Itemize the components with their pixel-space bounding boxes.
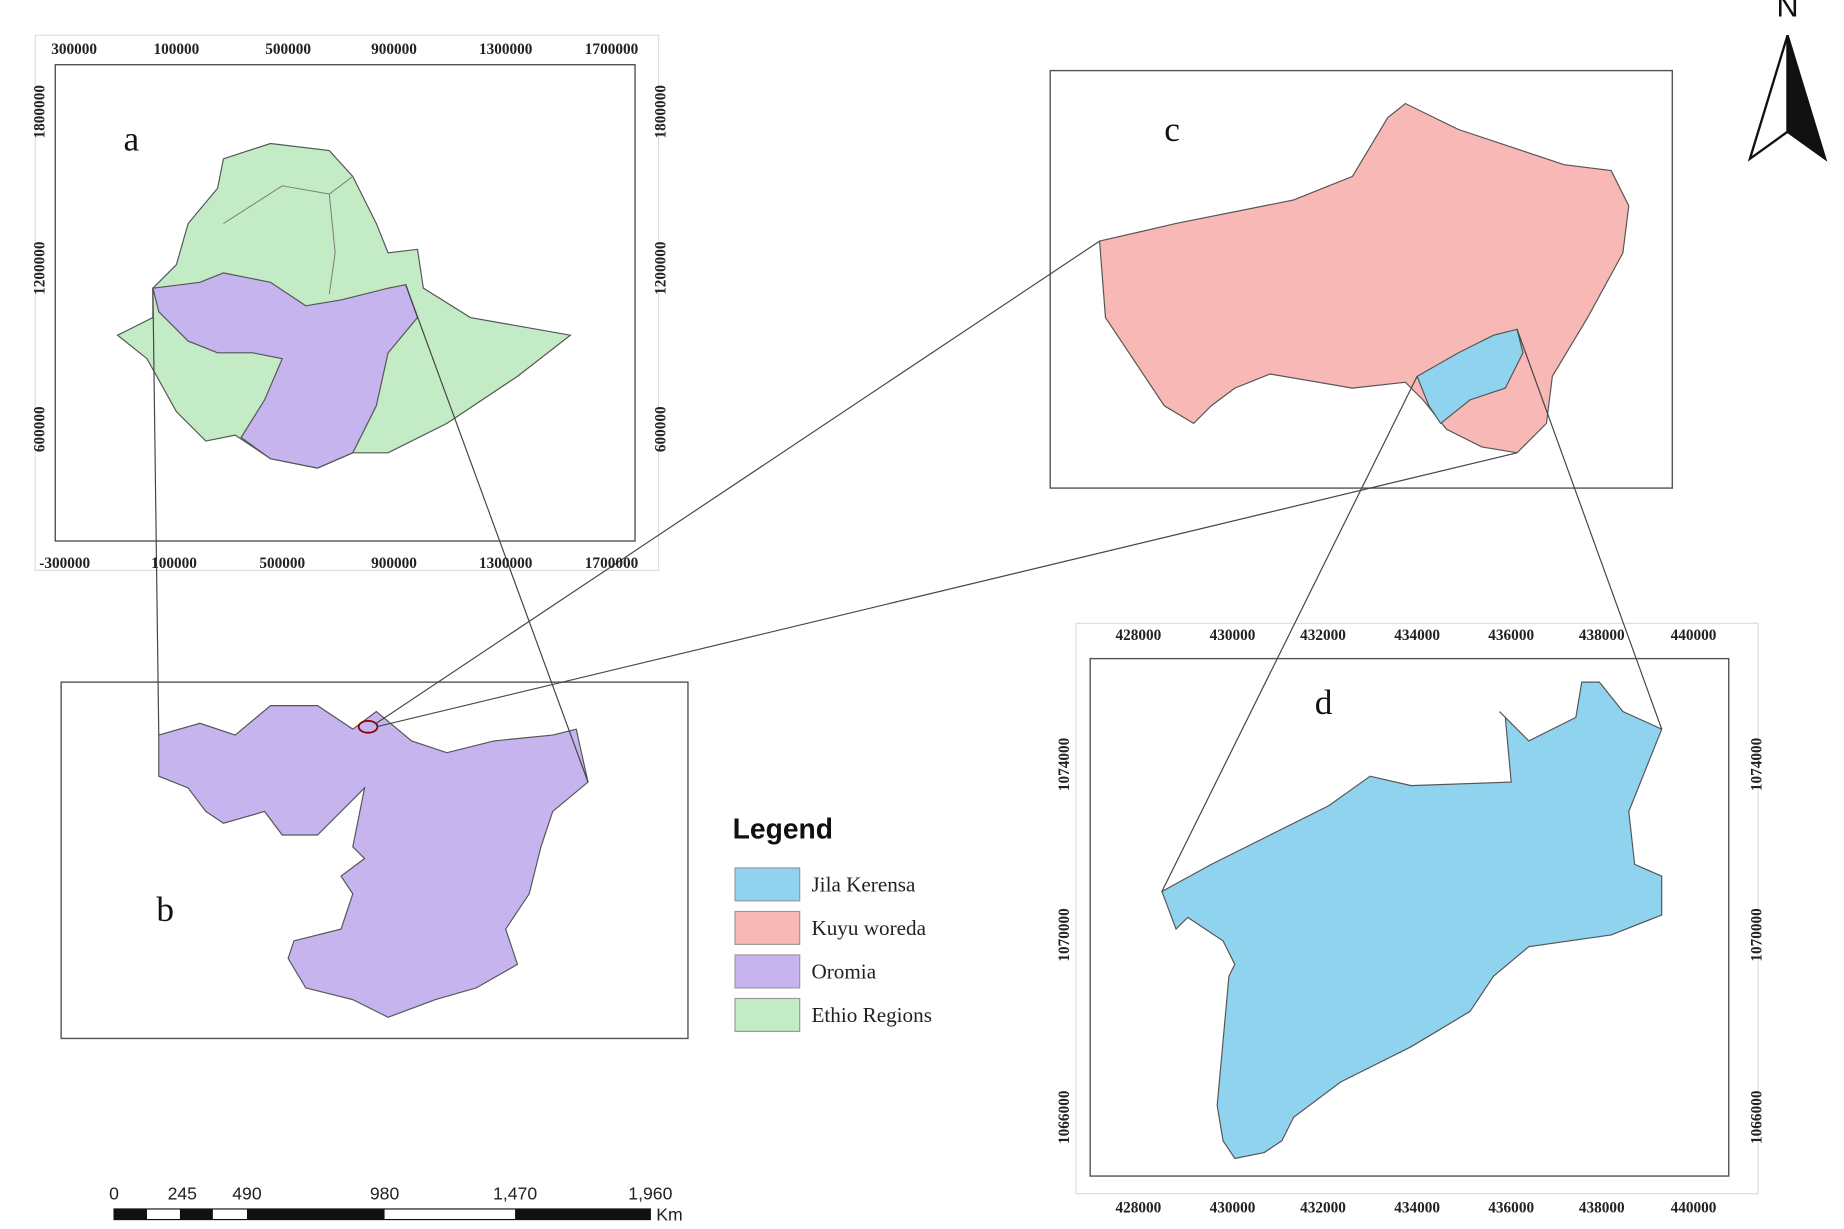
x-tick-label: 428000 [1115,627,1161,644]
x-tick-label: 436000 [1488,627,1534,644]
x-tick-label: 440000 [1671,627,1717,644]
legend-label: Oromia [811,959,876,983]
panel-label: c [1164,110,1180,149]
y-tick-label: 1800000 [32,85,49,139]
x-tick-label: 432000 [1300,1200,1346,1217]
oromia [158,705,589,1018]
x-tick-label: 100000 [154,41,200,58]
x-tick-label: -300000 [39,555,90,572]
x-tick-label: 434000 [1394,627,1440,644]
connector [376,240,1100,724]
connector [152,288,160,736]
x-tick-label: 430000 [1210,1200,1256,1217]
connector [1516,329,1663,730]
legend: Jila Kerensa Kuyu woreda Oromia Ethio Regio… [734,867,932,1032]
region-boundary [329,176,354,195]
x-tick-label: 434000 [1394,1200,1440,1217]
scale-unit: Km [656,1205,682,1225]
x-tick-label: 100000 [151,555,197,572]
scale-label: 980 [370,1184,400,1204]
legend-swatch [734,910,801,945]
y-tick-label: 1074000 [1749,737,1766,791]
panel-a-frame [54,64,636,542]
x-tick-label: 440000 [1671,1200,1717,1217]
x-tick-label: 500000 [265,41,311,58]
panel-d-outer-frame [1075,622,1759,1195]
y-tick-label: 1066000 [1749,1090,1766,1144]
x-tick-label: 1700000 [585,41,639,58]
legend-swatch [734,867,801,902]
x-tick-label: 430000 [1210,627,1256,644]
y-tick-label: 1070000 [1056,908,1073,962]
x-tick-label: 1700000 [585,555,639,572]
jila-kerensa [1161,681,1663,1160]
scale-label: 490 [232,1184,262,1204]
panel-d-frame [1089,657,1730,1177]
scale-bar-segment [114,1208,148,1220]
scale-bar-segment [246,1208,385,1220]
x-tick-label: 900000 [371,41,417,58]
legend-label: Ethio Regions [811,1003,931,1027]
jila-kerensa-in-c [1416,328,1524,425]
panel-label: b [156,890,174,929]
y-tick-label: 1200000 [653,241,670,295]
x-tick-label: 1300000 [479,555,533,572]
scale-label: 1,470 [493,1184,537,1204]
scale-bar-segment [515,1208,651,1220]
x-tick-label: 300000 [51,41,97,58]
x-tick-label: 1300000 [479,41,533,58]
x-tick-label: 432000 [1300,627,1346,644]
panel-b-frame [60,681,689,1040]
north-arrow-right [1786,34,1828,162]
legend-swatch [734,997,801,1032]
y-tick-label: 1200000 [32,241,49,295]
y-tick-label: 600000 [32,406,49,452]
scale-bar-segment [179,1208,213,1220]
connector [1161,376,1418,892]
legend-title: Legend [733,813,833,845]
connector [376,452,1518,728]
x-tick-label: 438000 [1579,627,1625,644]
scale-label: 0 [109,1184,119,1204]
scale-label: 245 [168,1184,198,1204]
panel-label: d [1315,683,1333,722]
x-tick-label: 900000 [371,555,417,572]
north-label: N [1777,0,1799,23]
x-tick-label: 428000 [1115,1200,1161,1217]
connector [405,284,589,783]
legend-swatch [734,954,801,989]
y-tick-label: 1070000 [1749,908,1766,962]
y-tick-label: 1066000 [1056,1090,1073,1144]
x-tick-label: 500000 [259,555,305,572]
oromia-in-a [152,272,419,469]
panel-label: a [123,120,139,159]
y-tick-label: 1800000 [653,85,670,139]
y-tick-label: 1074000 [1056,737,1073,791]
north-arrow-left [1747,34,1789,162]
legend-label: Jila Kerensa [811,872,916,896]
kuyu-woreda [1098,102,1630,454]
scale-label: 1,960 [628,1184,672,1204]
legend-label: Kuyu woreda [811,916,926,940]
x-tick-label: 436000 [1488,1200,1534,1217]
x-tick-label: 438000 [1579,1200,1625,1217]
y-tick-label: 600000 [653,406,670,452]
panel-a-outer-frame [34,34,660,571]
